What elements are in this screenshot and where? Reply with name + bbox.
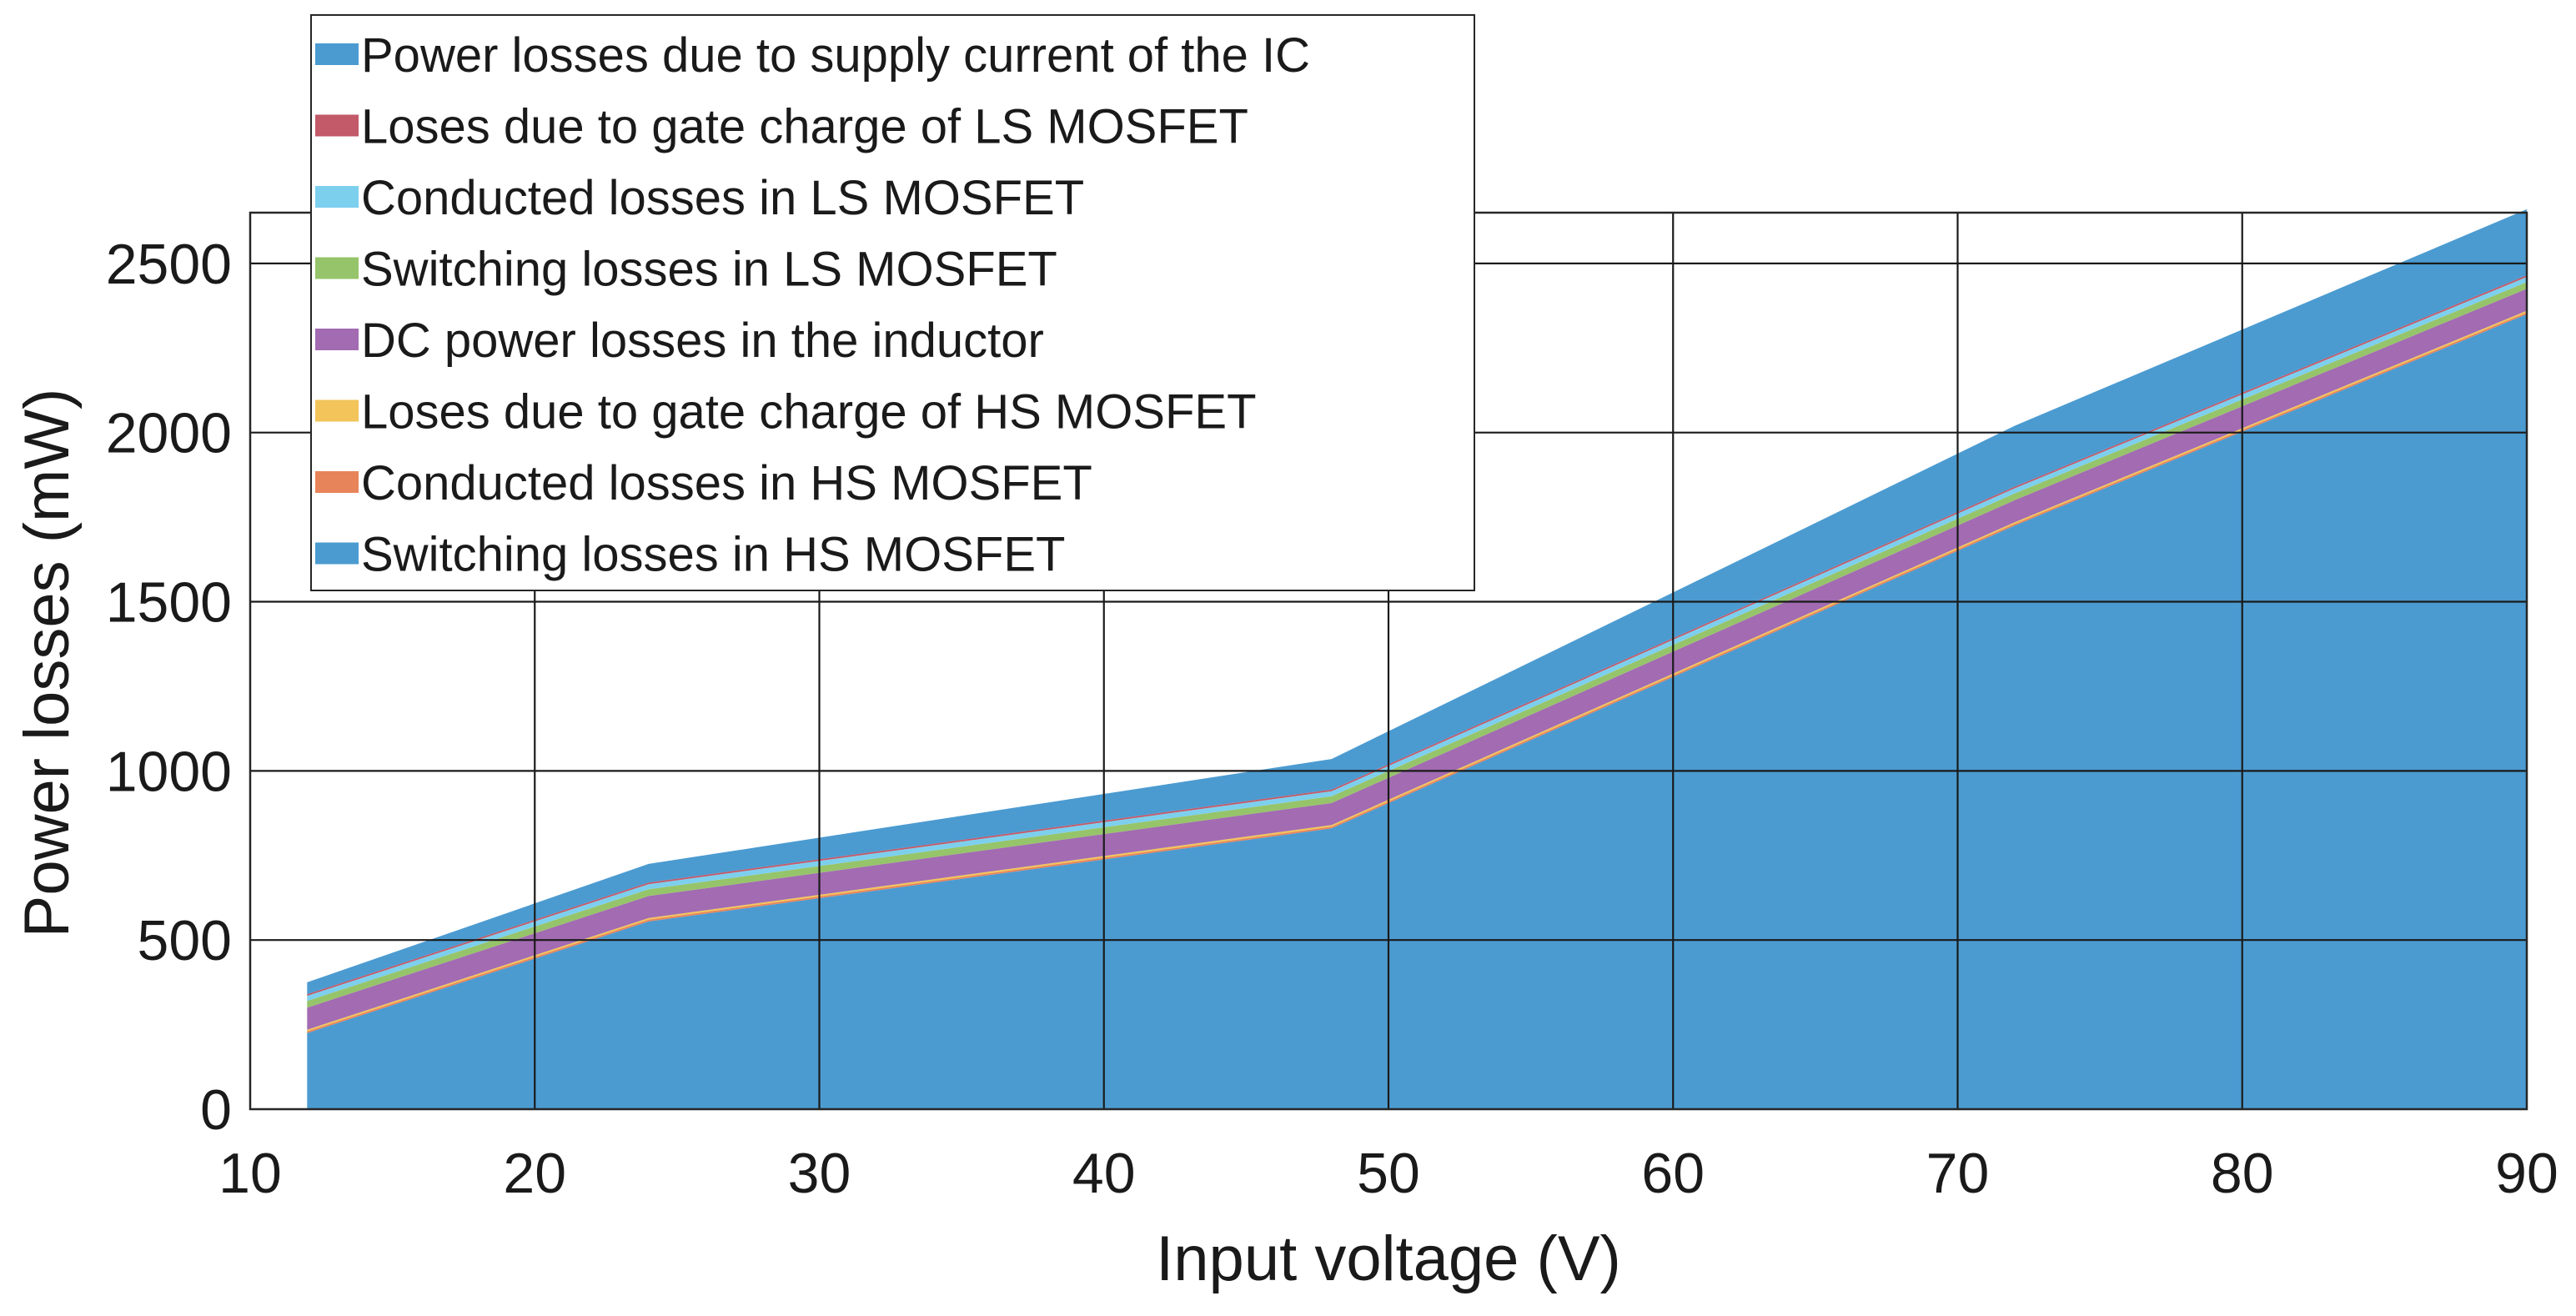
- legend-swatch: [315, 471, 359, 493]
- x-tick-label: 90: [2495, 1142, 2558, 1205]
- legend-swatch: [315, 186, 359, 208]
- area-series-4: [307, 289, 2527, 1030]
- area-series-group: [307, 208, 2527, 1109]
- legend-label: Power losses due to supply current of th…: [361, 28, 1310, 83]
- x-tick-label: 80: [2211, 1142, 2274, 1205]
- y-axis-title: Power losses (mW): [12, 389, 83, 938]
- legend-swatch: [315, 399, 359, 422]
- legend-label: Loses due to gate charge of HS MOSFET: [361, 385, 1257, 440]
- x-axis-ticks: 10 20 30 40 50 60 70 80 90: [218, 1142, 2558, 1205]
- legend-swatch: [315, 542, 359, 565]
- legend-label: Switching losses in HS MOSFET: [361, 528, 1065, 582]
- area-series-1: [307, 314, 2527, 1109]
- x-tick-label: 40: [1072, 1142, 1136, 1205]
- x-axis-title: Input voltage (V): [1156, 1223, 1621, 1294]
- legend-label: DC power losses in the inductor: [361, 314, 1044, 368]
- y-tick-label: 2500: [106, 233, 232, 296]
- legend-swatch: [315, 329, 359, 350]
- legend-label: Loses due to gate charge of LS MOSFET: [361, 100, 1248, 154]
- legend-label: Switching losses in LS MOSFET: [361, 243, 1057, 297]
- y-tick-label: 2000: [106, 402, 232, 465]
- x-tick-label: 60: [1641, 1142, 1705, 1205]
- legend-swatch: [315, 43, 359, 65]
- legend: Power losses due to supply current of th…: [310, 14, 1475, 591]
- y-tick-label: 1000: [106, 740, 232, 803]
- y-tick-label: 1500: [106, 571, 232, 635]
- x-tick-label: 50: [1357, 1142, 1420, 1205]
- area-series-8: [307, 208, 2527, 995]
- y-axis-ticks: 0 500 1000 1500 2000 2500: [106, 233, 232, 1142]
- y-tick-label: 500: [138, 909, 232, 972]
- legend-label: Conducted losses in LS MOSFET: [361, 171, 1084, 225]
- legend-label: Conducted losses in HS MOSFET: [361, 456, 1092, 510]
- x-tick-label: 20: [503, 1142, 566, 1205]
- x-tick-label: 30: [788, 1142, 851, 1205]
- x-tick-label: 70: [1926, 1142, 1990, 1205]
- legend-swatch: [315, 114, 359, 137]
- y-tick-label: 0: [200, 1078, 232, 1142]
- x-tick-label: 10: [218, 1142, 282, 1205]
- legend-box: [310, 14, 1475, 591]
- legend-swatch: [315, 257, 359, 279]
